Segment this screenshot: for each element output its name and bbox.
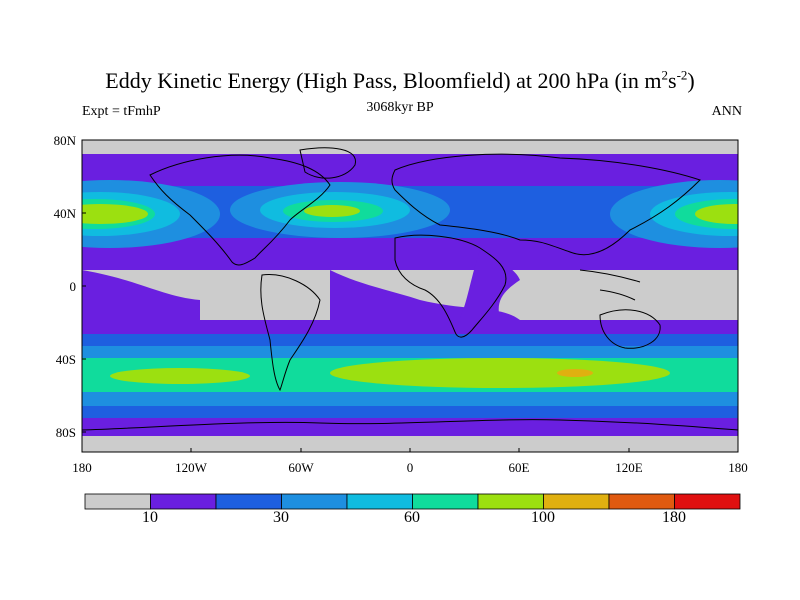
- axis-ticks: [81, 139, 739, 452]
- coastlines: [82, 147, 738, 431]
- x-tick-label: 60E: [508, 460, 530, 475]
- colorbar-swatch: [215, 493, 282, 510]
- band-south-polar: [82, 418, 738, 436]
- colorbar-swatch: [477, 493, 544, 510]
- band-north-sub: [82, 238, 738, 270]
- y-tick-label: 80N: [53, 133, 76, 148]
- chart-subtitle: 3068kyr BP: [366, 100, 434, 115]
- band-north-high: [82, 154, 738, 186]
- africa-coast: [394, 234, 507, 338]
- x-tick-label: 120E: [615, 460, 643, 475]
- y-tick-label: 80S: [55, 425, 76, 440]
- colorbar-swatch: [150, 493, 217, 510]
- n-atlantic-core: [304, 205, 360, 217]
- colorbar-label: 180: [662, 509, 686, 526]
- eke-contour-field: [82, 140, 738, 452]
- colorbar-swatch: [281, 493, 348, 510]
- s-ocean-core-main: [330, 358, 670, 388]
- colorbar-swatch: [543, 493, 610, 510]
- colorbar-label: 100: [531, 509, 555, 526]
- s-ocean-spot: [557, 369, 593, 377]
- colorbar-label: 60: [404, 509, 420, 526]
- y-tick-label: 0: [69, 279, 77, 294]
- band-south-mid1: [82, 334, 738, 346]
- colorbar-swatch: [608, 493, 675, 510]
- y-tick-label: 40S: [55, 352, 76, 367]
- antarctica-coast: [82, 419, 738, 431]
- tropical-tongue-atlantic: [330, 270, 520, 320]
- maritime-continent-coast: [579, 269, 641, 301]
- europe-asia-coast: [391, 153, 701, 256]
- n-pacific-core: [82, 204, 148, 224]
- colorbar-swatch: [412, 493, 479, 510]
- colorbar: [84, 493, 741, 510]
- tropical-tongue-indian: [460, 250, 520, 318]
- band-polar-north: [82, 140, 738, 154]
- chart-title: Eddy Kinetic Energy (High Pass, Bloomfie…: [105, 67, 695, 93]
- band-south-mid2: [82, 346, 738, 358]
- x-tick-label: 180: [728, 460, 748, 475]
- colorbar-swatch: [84, 493, 151, 510]
- n-pacific-east-core: [695, 204, 738, 224]
- x-tick-label: 0: [406, 460, 414, 475]
- colorbar-swatch: [346, 493, 413, 510]
- band-south-high2: [82, 406, 738, 418]
- season-label: ANN: [711, 104, 742, 119]
- south-america-coast: [260, 274, 321, 392]
- band-polar-south: [82, 436, 738, 452]
- y-tick-label: 40N: [53, 206, 76, 221]
- tropical-tongue-west: [82, 270, 200, 320]
- colorbar-label: 30: [273, 509, 289, 526]
- australia-coast: [599, 309, 661, 349]
- experiment-label: Expt = tFmhP: [82, 104, 161, 119]
- band-south-sub: [82, 320, 738, 334]
- greenland-coast: [299, 147, 356, 179]
- s-ocean-core-west: [110, 368, 250, 384]
- north-america-coast: [149, 154, 331, 266]
- colorbar-swatch: [674, 493, 741, 510]
- x-tick-label: 120W: [175, 460, 207, 475]
- band-south-high1: [82, 392, 738, 406]
- colorbar-label: 10: [142, 509, 158, 526]
- x-tick-label: 180: [72, 460, 92, 475]
- x-tick-label: 60W: [288, 460, 314, 475]
